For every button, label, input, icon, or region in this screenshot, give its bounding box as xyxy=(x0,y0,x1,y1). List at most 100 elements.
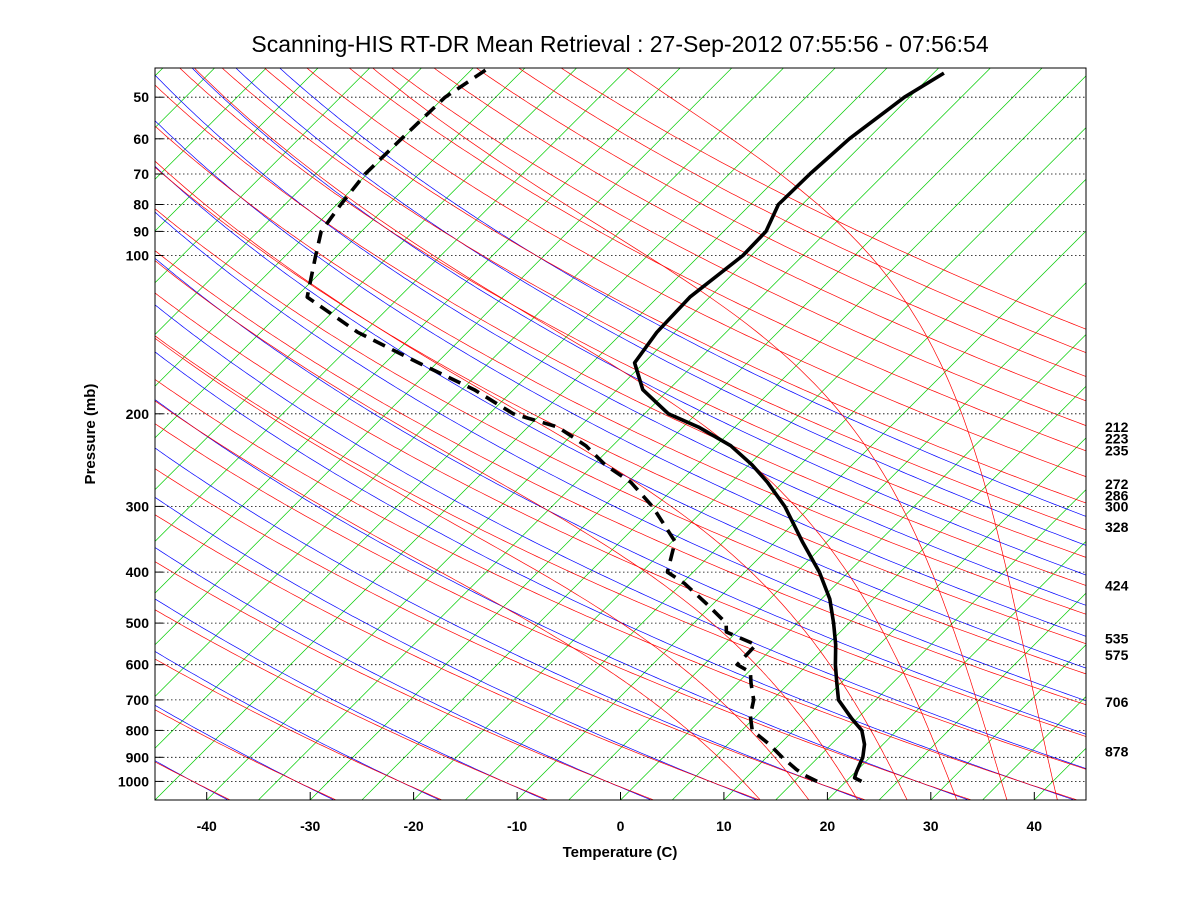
y-tick-label: 800 xyxy=(126,722,150,738)
y-tick-label: 50 xyxy=(133,89,149,105)
moist-adiabat-line xyxy=(626,68,1058,800)
dry-adiabat-line xyxy=(155,335,1086,770)
y-tick-label: 90 xyxy=(133,223,149,239)
y-tick-label: 1000 xyxy=(118,773,149,789)
y-tick-label: 200 xyxy=(126,406,150,422)
sounding-profiles xyxy=(305,68,945,784)
isotherm-line xyxy=(0,46,30,803)
isotherm-line xyxy=(620,334,1086,800)
right-pressure-label: 300 xyxy=(1105,498,1129,514)
y-tick-label: 700 xyxy=(126,692,150,708)
moist-adiabat-line xyxy=(155,260,859,800)
right-pressure-label: 223 xyxy=(1105,431,1129,447)
x-tick-label: 40 xyxy=(1027,818,1043,834)
isotherm-line xyxy=(155,68,526,439)
x-axis-ticks: -40 -30 -20 -10 0 10 20 30 40 xyxy=(197,792,1043,834)
y-tick-label: 80 xyxy=(133,197,149,213)
mixing-ratio-line xyxy=(155,165,1086,669)
mixing-ratio-line xyxy=(155,211,1086,702)
isotherm-line xyxy=(0,46,133,803)
dry-adiabat-line xyxy=(263,68,1086,504)
dry-adiabat-line xyxy=(155,84,1086,586)
right-pressure-label: 706 xyxy=(1105,694,1129,710)
mixing-ratio-line xyxy=(155,650,441,800)
mixing-ratio-line xyxy=(155,257,1086,735)
mixing-ratio-line xyxy=(191,68,1086,576)
temperature-profile-line xyxy=(632,71,945,784)
x-tick-label: -20 xyxy=(403,818,423,834)
isotherm-line xyxy=(413,127,1086,800)
isotherm-line xyxy=(775,489,1086,800)
isotherm-line xyxy=(155,68,784,697)
dry-adiabat-line xyxy=(348,68,1086,452)
y-tick-label: 100 xyxy=(126,248,150,264)
isotherm-line xyxy=(878,592,1086,800)
moist-adiabat-line xyxy=(155,160,908,800)
moist-adiabat-line xyxy=(372,68,1008,800)
dry-adiabat-line xyxy=(433,68,1086,402)
dry-adiabat-line xyxy=(391,68,1086,426)
dry-adiabat-line xyxy=(155,250,1086,706)
x-tick-label: -30 xyxy=(300,818,320,834)
y-tick-label: 500 xyxy=(126,615,150,631)
x-tick-label: 10 xyxy=(716,818,732,834)
right-pressure-label: 286 xyxy=(1105,488,1129,504)
x-tick-label: 20 xyxy=(820,818,836,834)
right-pressure-label: 424 xyxy=(1105,577,1129,593)
x-tick-label: 30 xyxy=(923,818,939,834)
moist-adiabat-line xyxy=(193,68,958,800)
right-pressure-label: 272 xyxy=(1105,476,1129,492)
y-axis-ticks: 50 60 70 80 90 100 200 300 400 500 600 700 800 900 100… xyxy=(118,89,163,789)
dry-adiabat-line xyxy=(560,68,1086,330)
mixing-ratio-line xyxy=(155,351,1076,800)
dry-adiabat-line xyxy=(155,561,655,800)
dry-adiabat-line xyxy=(155,423,973,800)
thermodynamic-background-lines xyxy=(0,46,1086,803)
plot-background xyxy=(155,68,1086,800)
mixing-ratio-line xyxy=(155,120,1086,637)
right-pressure-label: 212 xyxy=(1105,419,1129,435)
isotherm-line xyxy=(930,644,1086,800)
dry-adiabat-line xyxy=(518,68,1086,354)
y-tick-label: 600 xyxy=(126,657,150,673)
isotherm-line xyxy=(826,540,1086,800)
y-axis-label: Pressure (mb) xyxy=(82,384,99,485)
isotherm-line xyxy=(155,68,681,594)
moist-adiabat-line xyxy=(155,337,810,800)
x-tick-label: -10 xyxy=(507,818,527,834)
x-tick-label: 0 xyxy=(617,818,625,834)
isotherm-line xyxy=(723,437,1086,800)
mixing-ratio-line xyxy=(155,447,864,800)
x-tick-label: -40 xyxy=(197,818,217,834)
right-pressure-label: 328 xyxy=(1105,519,1129,535)
isotherm-line xyxy=(155,68,371,284)
pressure-gridlines xyxy=(155,96,1086,782)
dewpoint-profile-line xyxy=(305,68,818,784)
chart-title: Scanning-HIS RT-DR Mean Retrieval : 27-S… xyxy=(251,31,988,57)
mixing-ratio-line xyxy=(155,598,547,800)
isotherm-line xyxy=(155,68,629,542)
mixing-ratio-line xyxy=(155,496,758,800)
isotherm-line xyxy=(155,68,733,646)
isotherm-line xyxy=(464,178,1086,800)
isotherm-line xyxy=(671,385,1086,800)
right-pressure-label: 878 xyxy=(1105,744,1129,760)
dry-adiabat-line xyxy=(155,609,549,800)
right-pressure-label: 235 xyxy=(1105,443,1129,459)
dry-adiabat-line xyxy=(155,658,443,800)
dry-adiabat-line xyxy=(155,292,1086,737)
dry-adiabat-line xyxy=(155,125,1086,615)
dry-adiabat-line xyxy=(475,68,1086,377)
mixing-ratio-line xyxy=(155,74,1086,606)
mixing-ratio-line xyxy=(279,68,1086,517)
isotherm-line xyxy=(516,230,1086,800)
y-tick-label: 60 xyxy=(133,131,149,147)
isotherm-line xyxy=(155,68,422,335)
x-axis-label: Temperature (C) xyxy=(563,844,678,861)
y-tick-label: 400 xyxy=(126,564,150,580)
isotherm-line xyxy=(155,68,836,749)
isotherm-line xyxy=(568,282,1086,800)
dry-adiabat-line xyxy=(155,208,1086,675)
